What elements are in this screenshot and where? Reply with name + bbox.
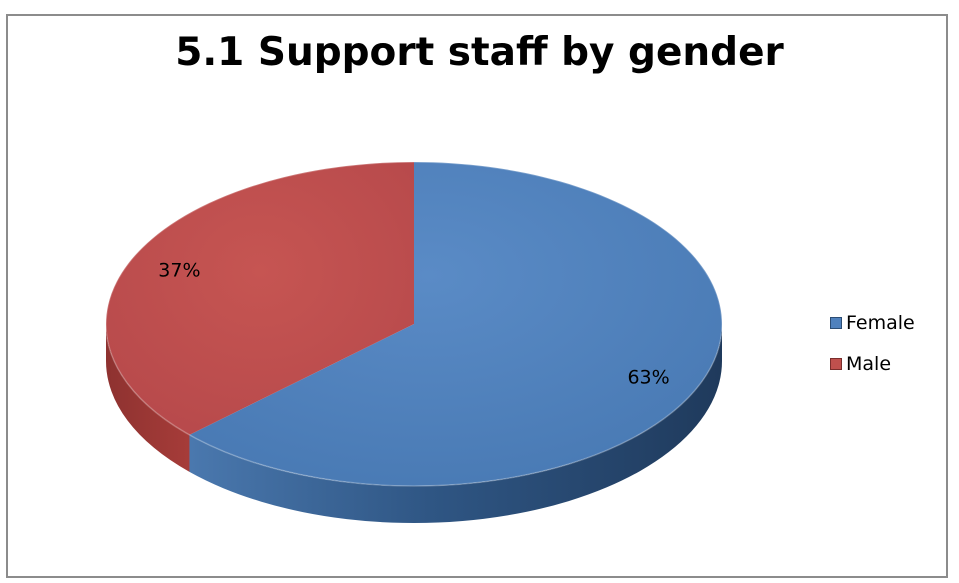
legend-item-male: Male	[830, 349, 915, 379]
pie-slice-female[interactable]	[189, 162, 722, 486]
legend-label-female: Female	[846, 312, 915, 334]
pie-rim	[105, 161, 723, 487]
legend-swatch-female	[830, 317, 842, 329]
pie-slice-male[interactable]	[105, 162, 414, 435]
pie-side-female	[189, 324, 722, 523]
legend-swatch-male	[830, 358, 842, 370]
chart-title: 5.1 Support staff by gender	[175, 30, 784, 75]
legend-label-male: Male	[846, 353, 892, 375]
legend: Female Male	[830, 308, 915, 390]
pie-sides	[106, 324, 722, 523]
pie-tops	[105, 161, 723, 487]
pie-labels: 63% 37%	[158, 260, 669, 389]
pie-side-male	[106, 324, 190, 472]
legend-item-female: Female	[830, 308, 915, 338]
data-label-female: 63%	[627, 366, 669, 388]
data-label-male: 37%	[158, 260, 200, 282]
